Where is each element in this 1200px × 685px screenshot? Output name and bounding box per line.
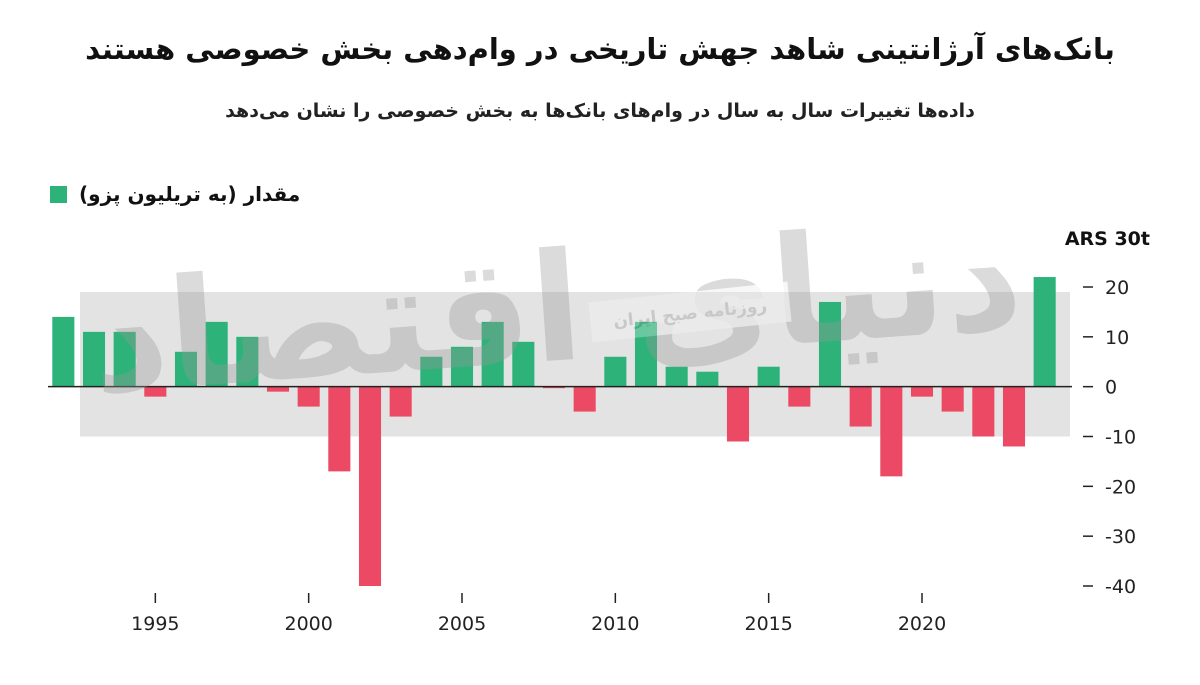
- x-tick-label-1995: 1995: [131, 613, 179, 635]
- y-tick-label--20: -20: [1105, 476, 1136, 498]
- bar-2007: [512, 341, 535, 387]
- chart-legend: مقدار (به تریلیون پزو): [50, 182, 300, 206]
- x-tick-label-2005: 2005: [438, 613, 486, 635]
- bar-1999: [266, 386, 290, 392]
- bar-2003: [389, 386, 412, 417]
- bar-1995: [144, 386, 167, 397]
- bar-2004: [420, 356, 443, 387]
- bar-2011: [634, 321, 658, 387]
- legend-swatch: [50, 185, 67, 203]
- x-tick-label-2015: 2015: [744, 613, 792, 635]
- chart-subtitle: داده‌ها تغییرات سال به سال در وام‌های با…: [225, 100, 975, 122]
- bar-2018: [849, 386, 872, 427]
- bar-2014: [726, 386, 750, 442]
- bar-1993: [82, 331, 106, 387]
- bar-2009: [573, 386, 596, 412]
- y-tick-label-20: 20: [1105, 277, 1129, 299]
- bar-2002: [358, 386, 382, 586]
- watermark-banner: روزنامه صبح ایران: [588, 281, 792, 343]
- bar-2022: [972, 386, 995, 437]
- legend-label: مقدار (به تریلیون پزو): [79, 182, 301, 206]
- bar-1996: [174, 351, 198, 387]
- x-tick-label-2000: 2000: [284, 613, 332, 635]
- bar-2020: [910, 386, 934, 397]
- y-tick-label--30: -30: [1105, 526, 1136, 548]
- bar-1994: [113, 331, 136, 387]
- y-tick-label--40: -40: [1105, 576, 1136, 598]
- y-axis-unit-label: ARS 30t: [1065, 228, 1150, 250]
- chart-title: بانک‌های آرژانتینی شاهد جهش تاریخی در وا…: [85, 32, 1115, 66]
- x-tick-label-2020: 2020: [898, 613, 946, 635]
- bar-1992: [52, 316, 75, 387]
- y-tick-label-10: 10: [1105, 327, 1129, 349]
- bar-2001: [328, 386, 351, 472]
- bar-2015: [757, 366, 780, 387]
- bar-2006: [481, 321, 504, 387]
- bar-2000: [297, 386, 320, 407]
- bar-2013: [696, 371, 719, 387]
- bar-2005: [450, 346, 474, 387]
- bar-2019: [880, 386, 903, 477]
- bar-2016: [788, 386, 811, 407]
- x-tick-label-2010: 2010: [591, 613, 639, 635]
- bar-2012: [665, 366, 688, 387]
- bar-2010: [604, 356, 627, 387]
- bar-2023: [1002, 386, 1026, 447]
- y-tick-label-0: 0: [1105, 377, 1117, 399]
- bar-2017: [818, 301, 842, 387]
- bar-1998: [236, 336, 259, 387]
- bar-1997: [205, 321, 228, 387]
- y-tick-label--10: -10: [1105, 427, 1136, 449]
- bar-2024: [1033, 277, 1056, 387]
- bar-2021: [941, 386, 964, 412]
